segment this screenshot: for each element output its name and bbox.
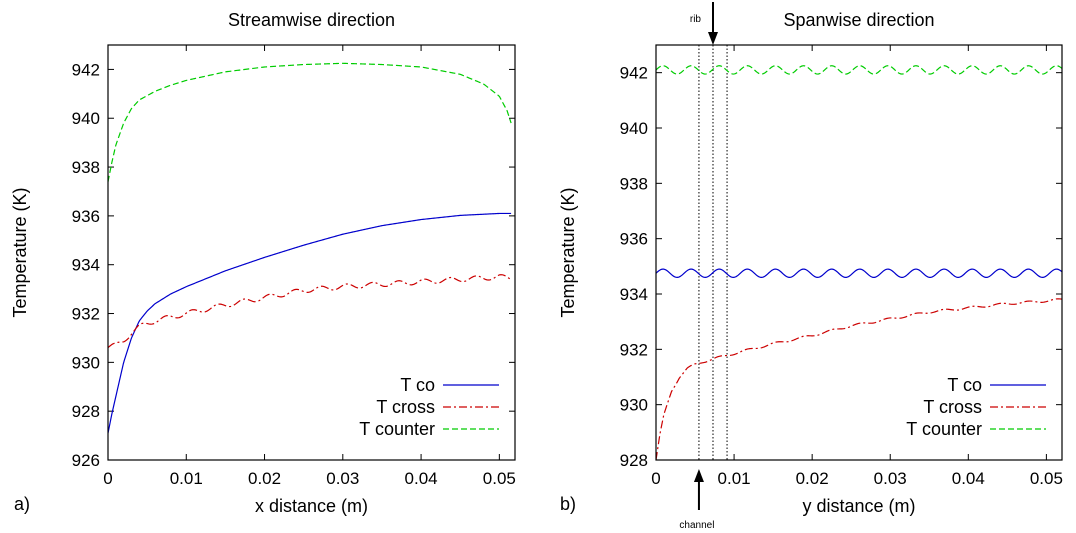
y-tick-label: 930 xyxy=(72,353,100,372)
x-tick-label: 0.03 xyxy=(874,469,907,488)
x-tick-label: 0.03 xyxy=(326,469,359,488)
series-line-t-counter xyxy=(656,65,1062,75)
x-tick-label: 0.05 xyxy=(483,469,516,488)
y-tick-label: 930 xyxy=(620,396,648,415)
series-line-t-cross xyxy=(108,274,512,349)
y-tick-label: 936 xyxy=(620,230,648,249)
series-line-t-co xyxy=(656,268,1062,279)
y-tick-label: 928 xyxy=(72,402,100,421)
legend-label: T co xyxy=(947,375,982,395)
y-tick-label: 940 xyxy=(620,119,648,138)
legend-label: T cross xyxy=(376,397,435,417)
y-tick-label: 928 xyxy=(620,451,648,470)
chart-title: Spanwise direction xyxy=(783,10,934,30)
x-tick-label: 0 xyxy=(651,469,660,488)
x-tick-label: 0.04 xyxy=(952,469,985,488)
y-tick-label: 938 xyxy=(620,174,648,193)
plot-frame xyxy=(655,44,1063,461)
y-tick-label: 936 xyxy=(72,207,100,226)
y-axis-label: Temperature (K) xyxy=(558,187,578,317)
x-axis-label: x distance (m) xyxy=(255,496,368,516)
chart-title: Streamwise direction xyxy=(228,10,395,30)
y-tick-label: 942 xyxy=(620,64,648,83)
y-tick-label: 942 xyxy=(72,60,100,79)
y-axis-label: Temperature (K) xyxy=(10,187,30,317)
chart-panel-a: Streamwise direction 0 0.01 0.02 0.03 0.04 0.0… xyxy=(10,10,516,516)
legend-label: T counter xyxy=(359,419,435,439)
x-tick-label: 0.05 xyxy=(1030,469,1063,488)
x-tick-label: 0.04 xyxy=(405,469,438,488)
y-tick-label: 938 xyxy=(72,158,100,177)
annotation-arrow-head xyxy=(707,32,718,45)
legend-label: T cross xyxy=(923,397,982,417)
x-tick-label: 0 xyxy=(103,469,112,488)
annotation-arrow-head xyxy=(693,469,704,482)
y-tick-label: 934 xyxy=(72,256,100,275)
series-line-t-cross xyxy=(656,298,1062,460)
x-tick-label: 0.02 xyxy=(796,469,829,488)
chart-panel-b: Spanwise direction 0 0.01 0.02 0.03 0.04 0.05 9… xyxy=(558,2,1063,531)
y-tick-label: 940 xyxy=(72,109,100,128)
plot-frame xyxy=(107,44,516,461)
annotation-label: channel xyxy=(679,520,714,531)
panel-label: b) xyxy=(560,494,576,514)
x-tick-label: 0.01 xyxy=(718,469,751,488)
series-line-t-co xyxy=(108,212,512,434)
y-tick-label: 934 xyxy=(620,285,648,304)
x-axis-label: y distance (m) xyxy=(802,496,915,516)
x-tick-label: 0.01 xyxy=(170,469,203,488)
y-tick-label: 932 xyxy=(72,305,100,324)
panel-label: a) xyxy=(14,494,30,514)
y-tick-label: 926 xyxy=(72,451,100,470)
x-tick-label: 0.02 xyxy=(248,469,281,488)
legend-label: T counter xyxy=(906,419,982,439)
y-tick-label: 932 xyxy=(620,340,648,359)
series-line-t-counter xyxy=(108,62,512,182)
annotation-label: rib xyxy=(690,14,702,25)
legend-label: T co xyxy=(400,375,435,395)
